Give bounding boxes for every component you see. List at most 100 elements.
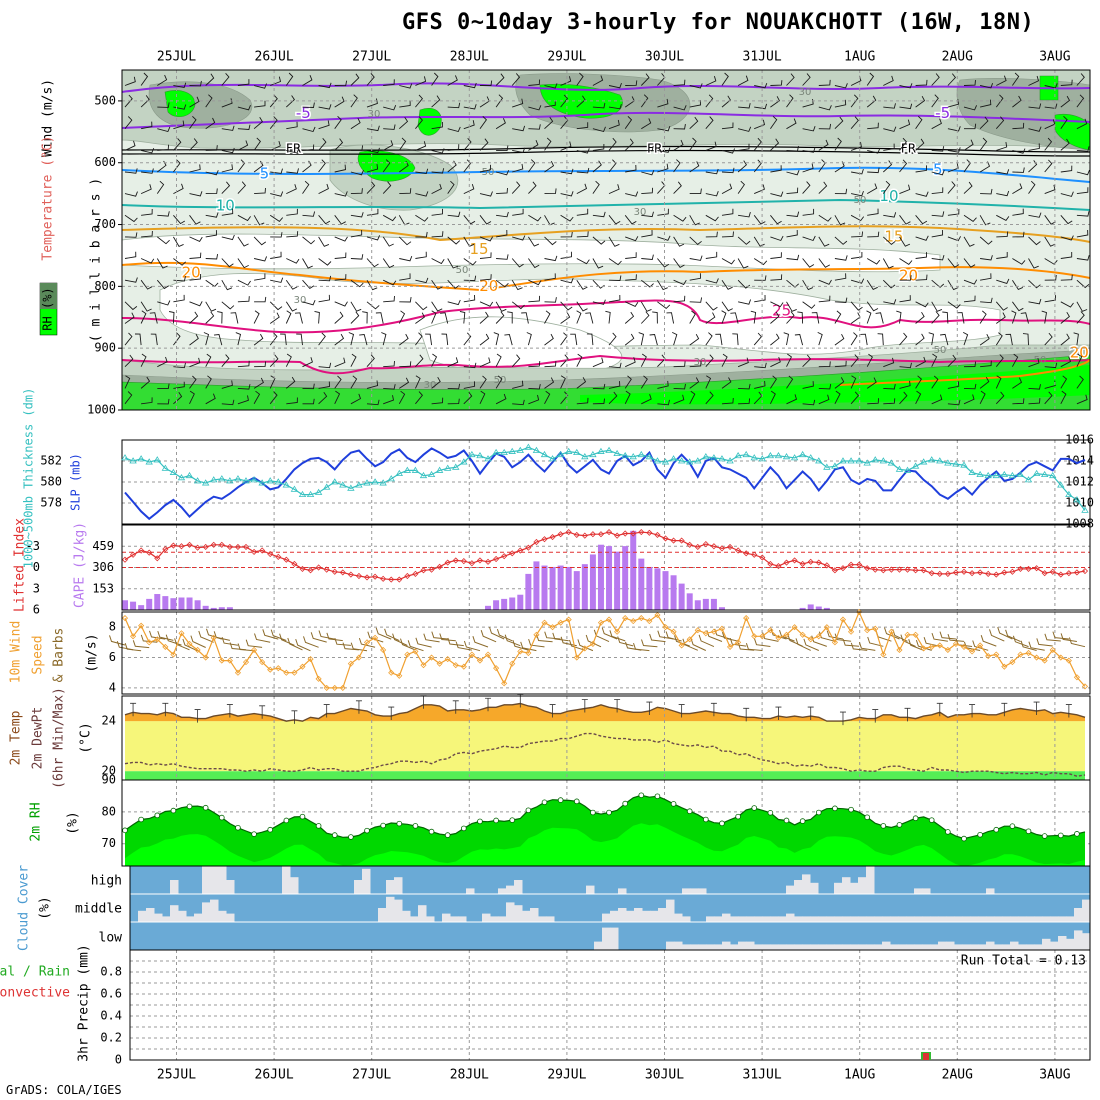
precip-tick-label: 0.6 (100, 987, 122, 1001)
wind-barb (721, 310, 727, 324)
wind-barb-10m (834, 633, 852, 642)
cloud-cell-middle (714, 916, 723, 922)
wind-barb (689, 273, 701, 281)
wind-barb (705, 354, 714, 367)
wind-barb (495, 353, 502, 367)
wind-barb (253, 377, 264, 389)
lifted-index-point (170, 542, 177, 549)
wind-barb (544, 390, 551, 405)
wind-barb (302, 126, 316, 133)
wind-barb (738, 211, 751, 218)
wind-barb (866, 310, 872, 324)
thickness-point (129, 457, 137, 464)
lifted-index-point (541, 536, 548, 543)
wind-barb (334, 357, 346, 368)
wind-barb (818, 295, 831, 303)
wind-barb (737, 180, 745, 194)
wind-speed-point (404, 651, 411, 658)
wind-barb-10m (182, 638, 198, 652)
wind-barb (431, 376, 441, 389)
wind-barb-10m (1005, 629, 1021, 642)
thickness-point (952, 460, 960, 467)
precip-tick-label: 0.8 (100, 965, 122, 979)
thickness-point (564, 447, 573, 454)
cape-bar (202, 605, 209, 610)
wind-barb (318, 332, 326, 346)
wind-barb (157, 356, 168, 368)
wind-barb (850, 116, 859, 129)
cloud-cell-low (930, 944, 939, 950)
cloud-cell-middle (618, 908, 627, 922)
wind-barb (479, 215, 492, 225)
wind-barb (1076, 301, 1088, 312)
precip-convective-bar (923, 1053, 929, 1060)
wind-barb (705, 231, 718, 238)
lifted-index-point (743, 550, 750, 557)
cloud-cell-middle (634, 908, 643, 922)
wind-barb (124, 232, 138, 238)
wind-barb (350, 73, 360, 86)
wind-barb (592, 180, 600, 194)
wind-barb (963, 258, 976, 268)
wind-barb (415, 312, 425, 324)
wind-barb (947, 258, 960, 268)
wind-barb (1076, 394, 1088, 405)
lifted-index-point (315, 564, 322, 571)
wind-barb (770, 96, 780, 108)
wind-barb (157, 102, 170, 108)
rh-contour-label: 30 (294, 295, 307, 306)
minmax-errorbar (291, 710, 298, 724)
wind-barb (269, 116, 278, 129)
thickness-point (379, 479, 387, 486)
wind-barb (560, 94, 569, 108)
cape-bar (581, 564, 588, 610)
thickness-point (726, 457, 734, 464)
lifted-index-point (331, 568, 338, 575)
wind-barb (818, 105, 832, 111)
wind-barb (511, 258, 524, 268)
bottom-date-label: 31JUL (743, 1068, 782, 1083)
wind-barb (1076, 73, 1085, 86)
rh2m-point (493, 817, 499, 824)
wind-speed-point (339, 684, 346, 691)
wind-barb (931, 353, 938, 367)
top-date-label: 31JUL (743, 50, 782, 65)
wind-barb (996, 190, 1010, 197)
wind-barb (576, 310, 582, 324)
wind-barb (296, 333, 303, 346)
bottom-date-label: 30JUL (645, 1068, 684, 1083)
wind-barb-10m (826, 630, 844, 640)
thickness-point (839, 457, 847, 464)
cape-bar (686, 593, 693, 610)
lifted-index-point (831, 567, 838, 574)
wind-speed-point (460, 663, 467, 670)
cape-bar (646, 566, 653, 610)
wind-barb (318, 381, 330, 389)
wind-barb (721, 258, 735, 265)
wind-barb (221, 181, 231, 194)
wind-barb (850, 214, 865, 222)
wind-barb (366, 258, 379, 268)
wind-speed-point (420, 662, 427, 669)
wind-barb (625, 236, 639, 242)
wind-speed-point (251, 646, 258, 654)
wind-barb (592, 236, 606, 245)
wind-barb-10m (512, 640, 529, 651)
wind-barb (382, 159, 391, 173)
wind-barb (366, 301, 380, 310)
wind-barb-10m (318, 630, 335, 640)
wind-barb (140, 310, 147, 324)
wind-barb (270, 232, 283, 238)
cloud-cell-middle (906, 916, 915, 922)
wind-barb (528, 279, 542, 286)
wind-barb (415, 116, 423, 129)
wind-speed-point (799, 631, 806, 638)
lifted-index-point (1049, 568, 1056, 575)
wind-barb (221, 380, 233, 389)
thickness-point (702, 453, 710, 460)
rh2m-point (557, 797, 564, 803)
wind-speed-point (291, 669, 298, 676)
wind-barb-10m (423, 633, 440, 643)
wind-barb (850, 332, 858, 346)
